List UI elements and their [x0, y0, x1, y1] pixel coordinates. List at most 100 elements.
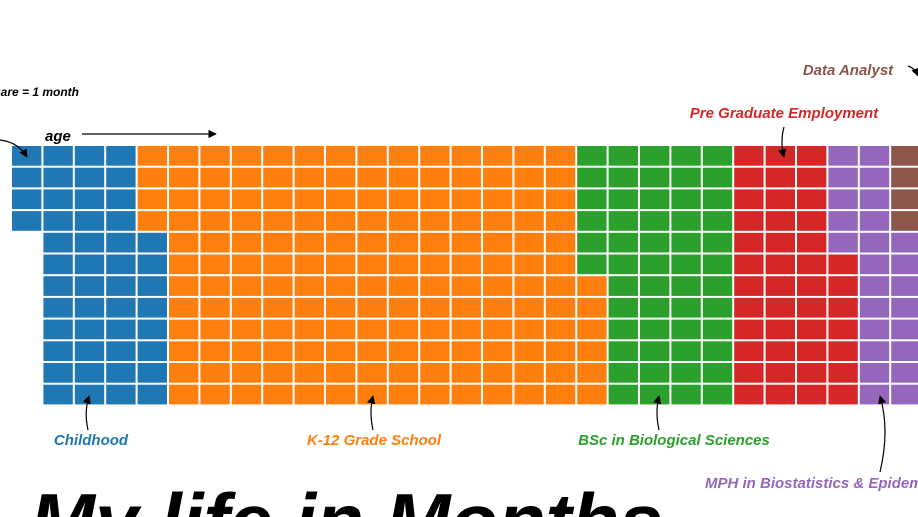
cell [263, 254, 293, 275]
label-arrow [907, 65, 918, 77]
annotation-arrow [0, 139, 28, 158]
cell [200, 341, 230, 361]
cell [263, 276, 293, 296]
cell [106, 211, 136, 231]
cell [702, 319, 733, 340]
cell [577, 254, 607, 275]
cell [200, 254, 230, 275]
cell [545, 211, 576, 231]
cell [514, 254, 544, 275]
cell [828, 254, 858, 275]
cell [357, 297, 387, 318]
cell [608, 297, 638, 318]
cell [702, 363, 733, 383]
cell [734, 297, 764, 318]
cell [12, 189, 42, 210]
cell [326, 211, 356, 231]
cell [545, 189, 576, 210]
cell [640, 297, 670, 318]
cell [828, 363, 858, 383]
cell [797, 341, 827, 361]
cell [514, 211, 544, 231]
chart-title: My life in Months [30, 477, 663, 517]
cell [797, 211, 827, 231]
label-arrow [777, 126, 787, 158]
cell [765, 254, 795, 275]
cell [231, 232, 262, 253]
cell [734, 384, 764, 405]
cell [106, 297, 136, 318]
cell [388, 146, 419, 166]
cell [640, 146, 670, 166]
cell [577, 232, 607, 253]
cell [514, 384, 544, 405]
cell [859, 167, 890, 188]
cell [483, 319, 513, 340]
cell [231, 146, 262, 166]
cell [765, 146, 795, 166]
cell [169, 232, 199, 253]
cell [483, 363, 513, 383]
cell [514, 167, 544, 188]
cell [451, 167, 481, 188]
cell [828, 211, 858, 231]
cell [388, 341, 419, 361]
cell [294, 167, 324, 188]
cell [388, 189, 419, 210]
cell [106, 319, 136, 340]
cell [765, 167, 795, 188]
annotation: 1 square = 1 month [0, 85, 79, 99]
cell [326, 232, 356, 253]
cell [200, 384, 230, 405]
cell [74, 232, 105, 253]
cell [702, 297, 733, 318]
cell [797, 167, 827, 188]
cell [608, 363, 638, 383]
cell [514, 276, 544, 296]
cell [231, 363, 262, 383]
cell [545, 341, 576, 361]
cell [137, 319, 167, 340]
cell [74, 189, 105, 210]
cell [200, 363, 230, 383]
cell [326, 319, 356, 340]
cell [388, 319, 419, 340]
cell [74, 167, 105, 188]
cell [388, 254, 419, 275]
cell [137, 254, 167, 275]
cell [388, 297, 419, 318]
cell [231, 167, 262, 188]
cell [12, 167, 42, 188]
cell [671, 276, 701, 296]
cell [388, 363, 419, 383]
cell [734, 254, 764, 275]
cell [137, 363, 167, 383]
cell [765, 319, 795, 340]
cell [671, 363, 701, 383]
cell [891, 167, 918, 188]
cell [420, 363, 450, 383]
cell [294, 254, 324, 275]
cell [106, 363, 136, 383]
cell [797, 384, 827, 405]
cell [671, 384, 701, 405]
cell [734, 211, 764, 231]
cell [859, 146, 890, 166]
cell [702, 146, 733, 166]
cell [357, 189, 387, 210]
cell [420, 319, 450, 340]
cell [294, 363, 324, 383]
cell [891, 319, 918, 340]
cell [577, 319, 607, 340]
cell [357, 319, 387, 340]
cell [608, 254, 638, 275]
cell [357, 384, 387, 405]
cell [74, 146, 105, 166]
cell [451, 254, 481, 275]
cell [859, 254, 890, 275]
cell [702, 341, 733, 361]
cell [483, 276, 513, 296]
cell [608, 341, 638, 361]
cell [891, 276, 918, 296]
cell [231, 211, 262, 231]
